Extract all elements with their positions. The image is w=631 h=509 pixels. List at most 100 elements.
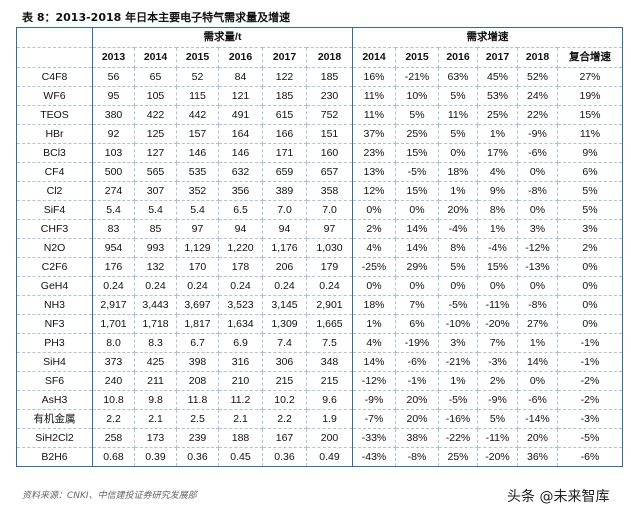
demand-value: 8.0	[92, 333, 135, 353]
growth-value: -10%	[438, 314, 478, 334]
demand-value: 752	[306, 105, 353, 125]
demand-value: 1,665	[306, 314, 353, 334]
demand-value: 6.7	[176, 333, 219, 353]
demand-value: 208	[176, 371, 219, 391]
growth-value: 52%	[517, 67, 558, 87]
table-row: NH3 2,917 3,443 3,697 3,523 3,145 2,901 18% 7% -5…	[16, 295, 623, 315]
demand-value: 85	[134, 219, 177, 239]
demand-value: 442	[176, 105, 219, 125]
demand-value: 2.2	[262, 409, 307, 429]
demand-value: 6.5	[218, 200, 263, 220]
demand-value: 1,701	[92, 314, 135, 334]
growth-value: 3%	[517, 219, 558, 239]
demand-value: 157	[176, 124, 219, 144]
demand-value: 0.24	[92, 276, 135, 296]
growth-value: 0%	[557, 276, 623, 296]
growth-value: -8%	[517, 295, 558, 315]
growth-value: 45%	[477, 67, 518, 87]
demand-value: 5.4	[134, 200, 177, 220]
gas-name: PH3	[16, 333, 93, 353]
growth-value: -20%	[477, 447, 518, 467]
growth-value: 3%	[557, 219, 623, 239]
growth-value: 20%	[395, 409, 439, 429]
growth-value: -6%	[557, 447, 623, 467]
demand-value: 632	[218, 162, 263, 182]
growth-value: -12%	[517, 238, 558, 258]
demand-value: 0.49	[306, 447, 353, 467]
demand-value: 5.4	[176, 200, 219, 220]
demand-value: 179	[306, 257, 353, 277]
growth-value: 0%	[395, 276, 439, 296]
demand-value: 176	[92, 257, 135, 277]
demand-value: 2,901	[306, 295, 353, 315]
growth-value: 11%	[352, 105, 396, 125]
demand-value: 173	[134, 428, 177, 448]
demand-value: 121	[218, 86, 263, 106]
demand-value: 178	[218, 257, 263, 277]
growth-value: 11%	[438, 105, 478, 125]
growth-value: 0%	[438, 276, 478, 296]
demand-value: 316	[218, 352, 263, 372]
growth-value: 0%	[557, 314, 623, 334]
demand-value: 95	[92, 86, 135, 106]
demand-value: 500	[92, 162, 135, 182]
demand-value: 258	[92, 428, 135, 448]
table-row: SF6 240 211 208 210 215 215 -12% -1% 1% 2% 0% -2%	[16, 371, 623, 391]
demand-value: 0.24	[262, 276, 307, 296]
growth-value: 36%	[517, 447, 558, 467]
demand-value: 1,176	[262, 238, 307, 258]
growth-value: 20%	[438, 200, 478, 220]
growth-value: 37%	[352, 124, 396, 144]
demand-value: 1,309	[262, 314, 307, 334]
gas-name: 有机金属	[16, 409, 93, 429]
demand-value: 185	[262, 86, 307, 106]
growth-value: -16%	[438, 409, 478, 429]
demand-value: 10.8	[92, 390, 135, 410]
table-row: C4F8 56 65 52 84 122 185 16% -21% 63% 45% 52% 27%	[16, 67, 623, 87]
growth-year-header: 2014	[352, 47, 396, 68]
demand-value: 65	[134, 67, 177, 87]
growth-value: 2%	[477, 371, 518, 391]
table-row: PH3 8.0 8.3 6.7 6.9 7.4 7.5 4% -19% 3% 7% 1% -1%	[16, 333, 623, 353]
demand-value: 5.4	[92, 200, 135, 220]
growth-value: -11%	[477, 295, 518, 315]
growth-value: -19%	[395, 333, 439, 353]
growth-value: 1%	[352, 314, 396, 334]
table-title: 表 8：2013-2018 年日本主要电子特气需求量及增速	[22, 11, 291, 24]
demand-value: 2,917	[92, 295, 135, 315]
demand-value: 105	[134, 86, 177, 106]
gas-name: N2O	[16, 238, 93, 258]
growth-year-header: 2016	[438, 47, 478, 68]
demand-value: 97	[176, 219, 219, 239]
demand-value: 306	[262, 352, 307, 372]
growth-value: -3%	[477, 352, 518, 372]
growth-value: 6%	[395, 314, 439, 334]
growth-value: 5%	[395, 105, 439, 125]
demand-value: 103	[92, 143, 135, 163]
demand-value: 2.2	[92, 409, 135, 429]
growth-value: -6%	[395, 352, 439, 372]
demand-value: 52	[176, 67, 219, 87]
gas-name: BCl3	[16, 143, 93, 163]
demand-value: 2.1	[134, 409, 177, 429]
demand-value: 615	[262, 105, 307, 125]
growth-value: 7%	[477, 333, 518, 353]
group-demand: 需求量/t	[92, 27, 353, 48]
growth-value: -1%	[557, 352, 623, 372]
demand-value: 380	[92, 105, 135, 125]
gas-name: GeH4	[16, 276, 93, 296]
demand-value: 1,220	[218, 238, 263, 258]
table-row: SiH4 373 425 398 316 306 348 14% -6% -21% -3% 14% -1…	[16, 352, 623, 372]
gas-name: NF3	[16, 314, 93, 334]
demand-value: 185	[306, 67, 353, 87]
demand-value: 356	[218, 181, 263, 201]
growth-value: -20%	[477, 314, 518, 334]
table-row: AsH3 10.8 9.8 11.8 11.2 10.2 9.6 -9% 20% -5% -9% -6…	[16, 390, 623, 410]
demand-value: 56	[92, 67, 135, 87]
growth-value: -9%	[517, 124, 558, 144]
demand-value: 215	[262, 371, 307, 391]
demand-value: 9.8	[134, 390, 177, 410]
growth-value: 5%	[557, 181, 623, 201]
growth-value: 1%	[438, 371, 478, 391]
growth-value: 17%	[477, 143, 518, 163]
